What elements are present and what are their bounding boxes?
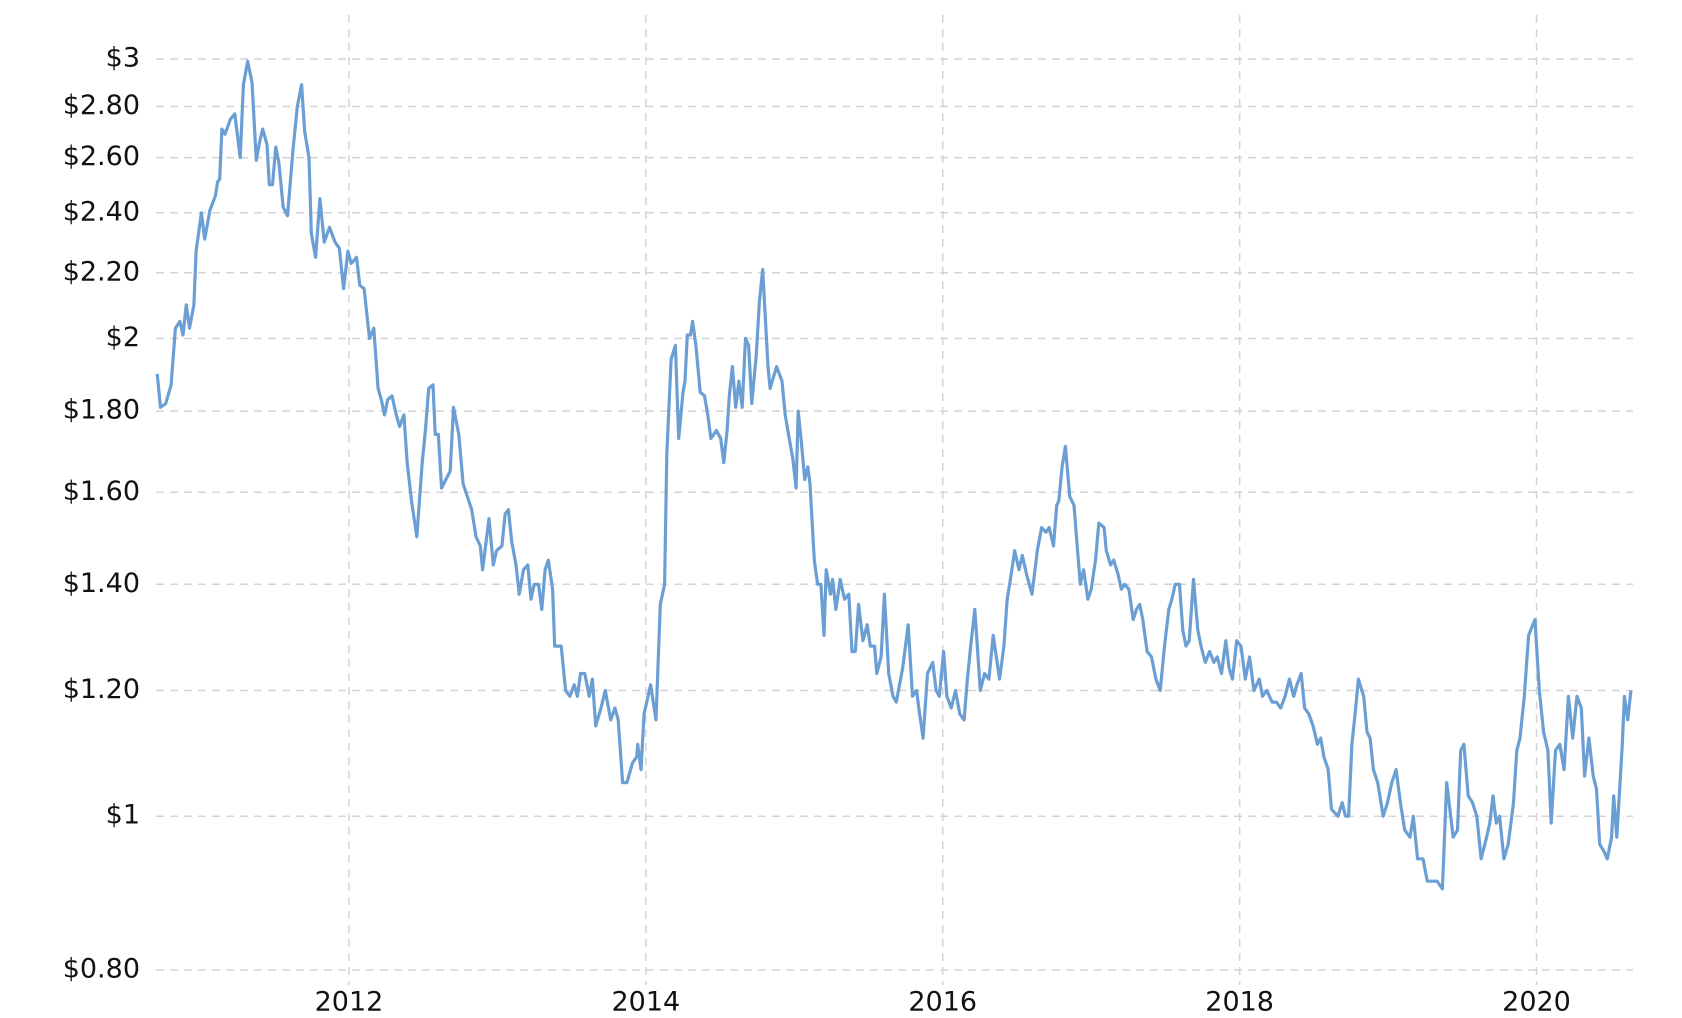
price-line bbox=[155, 59, 1633, 891]
y-tick-label: $3 bbox=[106, 43, 140, 74]
y-tick-label: $0.80 bbox=[63, 954, 140, 985]
x-tick-label: 2018 bbox=[1205, 987, 1274, 1018]
y-tick-label: $2.20 bbox=[63, 256, 140, 287]
x-tick-label: 2020 bbox=[1502, 987, 1571, 1018]
y-tick-label: $2 bbox=[106, 322, 140, 353]
y-tick-label: $2.40 bbox=[63, 196, 140, 227]
x-tick-label: 2014 bbox=[611, 987, 680, 1018]
x-tick-label: 2012 bbox=[315, 987, 384, 1018]
y-tick-label: $2.60 bbox=[63, 141, 140, 172]
y-tick-label: $1.60 bbox=[63, 476, 140, 507]
y-tick-label: $1.20 bbox=[63, 674, 140, 705]
x-tick-label: 2016 bbox=[908, 987, 977, 1018]
y-tick-label: $1.80 bbox=[63, 395, 140, 426]
y-tick-label: $1 bbox=[106, 800, 140, 831]
y-tick-label: $2.80 bbox=[63, 90, 140, 121]
y-tick-label: $1.40 bbox=[63, 568, 140, 599]
